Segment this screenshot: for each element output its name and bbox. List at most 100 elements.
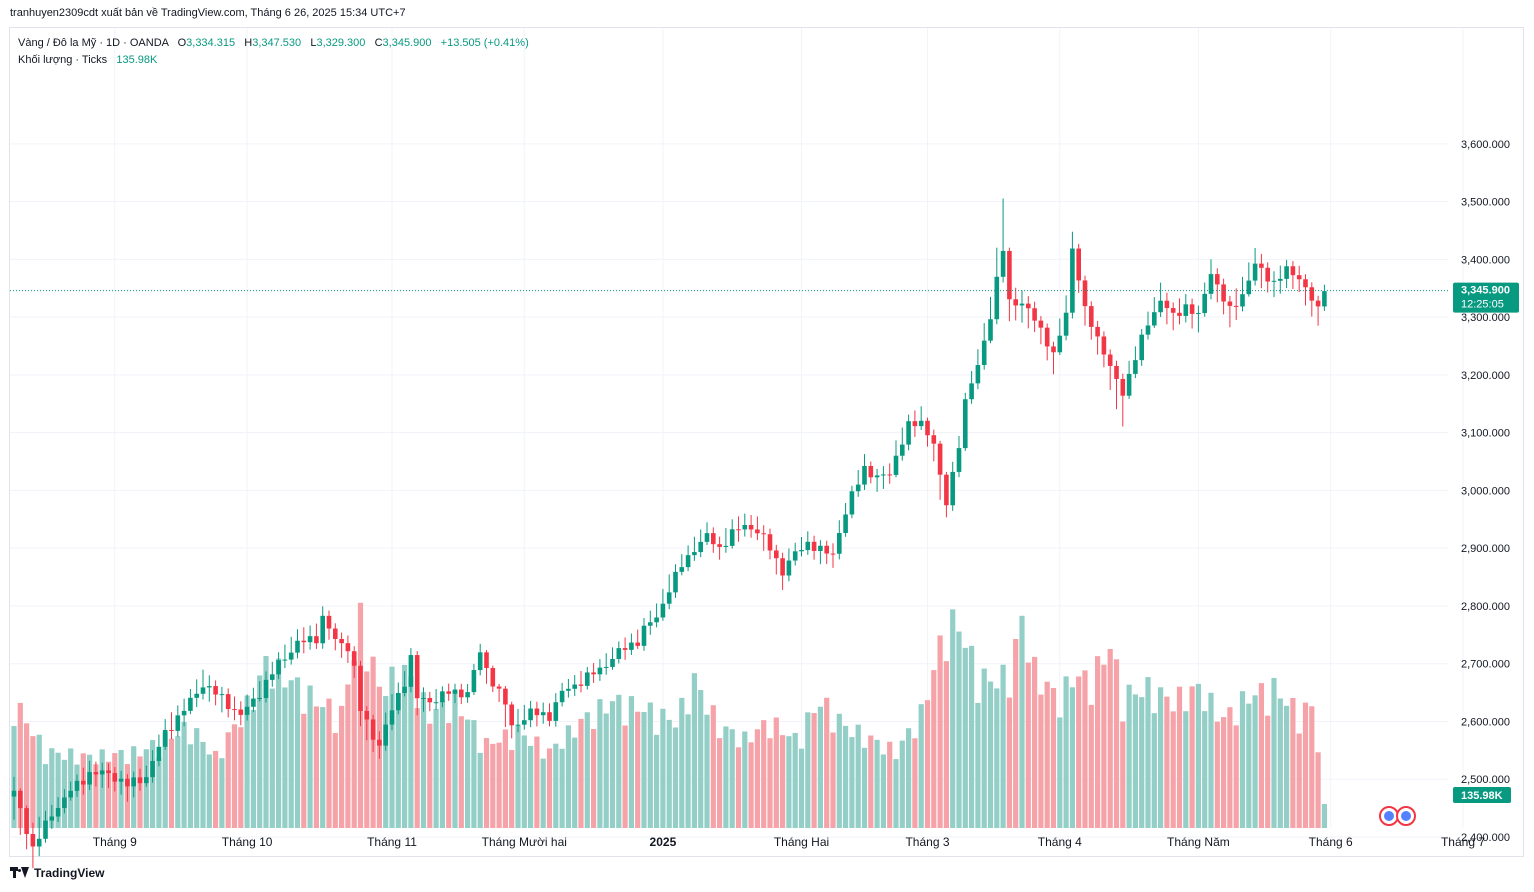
volume-bar (276, 658, 282, 828)
candle-body (162, 729, 168, 747)
candle-body (893, 455, 899, 475)
open-label: O (177, 37, 187, 49)
candle-body (503, 688, 508, 705)
candle-body (1089, 306, 1094, 327)
volume-bar (55, 752, 61, 828)
last-volume-label: 135.98K (1461, 790, 1503, 802)
volume-bar (918, 704, 924, 828)
candle-body (295, 640, 300, 653)
candle-body (824, 545, 829, 554)
candle-body (698, 541, 703, 553)
candle-body (931, 435, 937, 444)
candle-body (1196, 313, 1201, 315)
volume-bar (30, 736, 36, 828)
price-tick-label: 2,700.000 (1461, 659, 1510, 671)
time-tick-label: Tháng 10 (222, 835, 273, 849)
volume-bar (1107, 648, 1113, 828)
volume-bar (956, 631, 962, 828)
volume-bar (1271, 677, 1277, 828)
candle-body (559, 690, 565, 703)
close-value: 3,345.900 (382, 37, 432, 49)
last-price-label: 3,345.900 (1461, 285, 1510, 297)
volume-bar (553, 743, 559, 828)
candle-body (389, 710, 395, 725)
candle-body (515, 724, 521, 726)
candle-body (603, 666, 609, 668)
time-axis[interactable]: Tháng 9 Tháng 10 Tháng 11 Tháng Mười hai 202… (93, 835, 1486, 849)
candle-body (1095, 326, 1100, 337)
low-value: 3,329.300 (316, 37, 366, 49)
symbol-label[interactable]: Vàng / Đô la Mỹ · 1D · OANDA (18, 37, 169, 49)
volume-bar (219, 758, 225, 828)
candle-body (377, 739, 382, 746)
candle-body (1233, 305, 1239, 307)
volume-bar (1158, 687, 1164, 828)
candle-body (131, 777, 136, 787)
volume-bars (11, 602, 1327, 828)
volume-bar (1277, 698, 1283, 828)
volume-bar (1063, 676, 1069, 828)
candle-body (370, 719, 376, 740)
volume-bar (1233, 725, 1239, 828)
volume-bar (735, 747, 742, 828)
volume-bar (761, 720, 767, 828)
volume-bar (1025, 662, 1031, 828)
candle-body (635, 642, 640, 646)
candle-body (553, 702, 559, 721)
candle-body (1215, 274, 1220, 285)
candle-body (339, 638, 344, 644)
candle-body (225, 694, 231, 710)
candle-body (761, 533, 766, 535)
volume-bar (477, 752, 483, 828)
candle-body (994, 276, 1000, 320)
volume-bar (1013, 638, 1019, 828)
volume-bar (313, 706, 319, 828)
volume-label[interactable]: Khối lượng · Ticks (18, 54, 108, 66)
candle-body (188, 697, 193, 711)
candle-body (811, 541, 817, 551)
candle-body (874, 475, 880, 478)
volume-bar (36, 734, 42, 828)
volume-bar (906, 728, 912, 828)
volume-bar (345, 684, 351, 828)
volume-bar (446, 723, 452, 828)
price-axis[interactable]: 3,600.000 3,500.000 3,400.000 3,300.000 3,20… (1453, 139, 1519, 844)
volume-bar (433, 708, 439, 828)
volume-bar (742, 731, 748, 828)
volume-bar (1246, 703, 1252, 828)
volume-bar (175, 736, 181, 828)
candle-body (1240, 294, 1245, 307)
volume-bar (887, 741, 893, 828)
candle-body (207, 686, 212, 688)
candle-body (1070, 248, 1075, 313)
candle-body (1019, 303, 1025, 306)
candle-body (1183, 304, 1189, 316)
candle-body (364, 711, 370, 720)
candle-body (150, 760, 155, 778)
volume-bar (754, 729, 760, 828)
volume-bar (24, 723, 30, 828)
candle-body (1164, 300, 1170, 309)
candle-body (755, 529, 760, 534)
event-markers[interactable] (1379, 806, 1416, 826)
candle-body (641, 625, 647, 646)
time-tick-label: Tháng 7 (1441, 835, 1485, 849)
price-candles (11, 198, 1327, 869)
volume-bar (269, 688, 275, 828)
volume-bar (786, 736, 792, 828)
tradingview-brand[interactable]: TradingView (10, 866, 104, 880)
candle-body (981, 340, 987, 366)
volume-bar (1000, 664, 1006, 828)
candle-body (1101, 336, 1107, 355)
candle-body (1259, 263, 1264, 268)
volume-bar (257, 675, 263, 828)
volume-bar (565, 725, 571, 828)
volume-bar (937, 635, 943, 828)
volume-bar (685, 714, 691, 828)
chart-frame[interactable] (9, 27, 1524, 857)
volume-bar (546, 748, 553, 828)
volume-bar (1195, 683, 1201, 828)
candle-body (257, 698, 262, 700)
volume-bar (698, 690, 704, 828)
